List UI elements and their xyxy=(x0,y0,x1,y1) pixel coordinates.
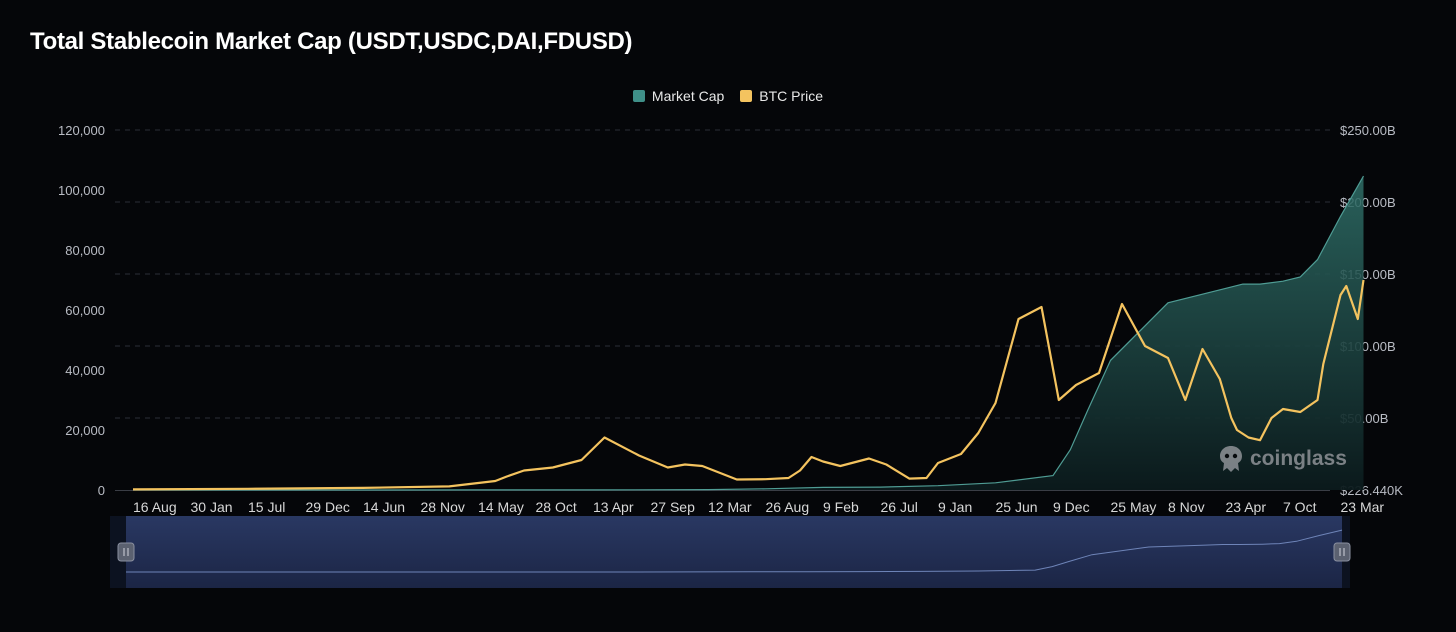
legend-label-btc-price: BTC Price xyxy=(759,88,824,104)
y-left-tick-label: 100,000 xyxy=(58,183,105,198)
x-tick-label: 29 Dec xyxy=(306,499,350,515)
x-tick-label: 26 Aug xyxy=(766,499,810,515)
btc-price-line xyxy=(132,279,1365,491)
y-left-tick-label: 120,000 xyxy=(58,123,105,138)
coinglass-logo-icon xyxy=(1220,446,1242,472)
market-cap-area xyxy=(133,176,1364,490)
x-tick-label: 14 May xyxy=(478,499,524,515)
x-tick-label: 25 Jun xyxy=(996,499,1038,515)
x-tick-label: 9 Jan xyxy=(938,499,972,515)
x-tick-label: 13 Apr xyxy=(593,499,634,515)
y-left-tick-label: 20,000 xyxy=(65,423,105,438)
y-left-tick-label: 60,000 xyxy=(65,303,105,318)
x-tick-label: 8 Nov xyxy=(1168,499,1205,515)
x-tick-label: 9 Feb xyxy=(823,499,859,515)
x-tick-label: 27 Sep xyxy=(651,499,696,515)
legend-swatch-market-cap xyxy=(632,90,645,102)
x-tick-label: 25 May xyxy=(1111,499,1157,515)
x-tick-label: 9 Dec xyxy=(1053,499,1090,515)
zoom-slider-selection xyxy=(126,516,1342,588)
watermark-text: coinglass xyxy=(1250,447,1347,470)
legend-item-btc-price[interactable]: BTC Price xyxy=(740,88,823,104)
y-left-tick-label: 40,000 xyxy=(65,363,105,378)
x-tick-label: 12 Mar xyxy=(708,499,752,515)
x-tick-label: 30 Jan xyxy=(191,499,233,515)
coinglass-watermark: coinglass xyxy=(1218,444,1347,474)
zoom-slider-preview-line xyxy=(126,529,1343,573)
market-cap-line xyxy=(133,175,1365,491)
chart-legend: Market Cap BTC Price xyxy=(0,88,1456,104)
zoom-slider-right-handle[interactable] xyxy=(1333,542,1351,562)
x-tick-label: 26 Jul xyxy=(881,499,918,515)
x-tick-label: 23 Mar xyxy=(1341,499,1385,515)
legend-item-market-cap[interactable]: Market Cap xyxy=(632,88,725,104)
x-tick-label: 16 Aug xyxy=(133,499,177,515)
x-tick-label: 28 Nov xyxy=(421,499,465,515)
x-tick-label: 15 Jul xyxy=(248,499,285,515)
x-tick-label: 28 Oct xyxy=(536,499,577,515)
x-tick-label: 14 Jun xyxy=(363,499,405,515)
chart-title: Total Stablecoin Market Cap (USDT,USDC,D… xyxy=(30,28,633,55)
x-tick-label: 23 Apr xyxy=(1226,499,1267,515)
y-right-tick-label: $250.00B xyxy=(1340,123,1396,138)
legend-swatch-btc-price xyxy=(740,90,753,102)
legend-label-market-cap: Market Cap xyxy=(651,88,725,104)
x-tick-label: 7 Oct xyxy=(1283,499,1317,515)
y-left-tick-label: 80,000 xyxy=(65,243,105,258)
y-left-tick-label: 0 xyxy=(98,483,105,498)
zoom-slider-left-handle[interactable] xyxy=(117,542,135,562)
